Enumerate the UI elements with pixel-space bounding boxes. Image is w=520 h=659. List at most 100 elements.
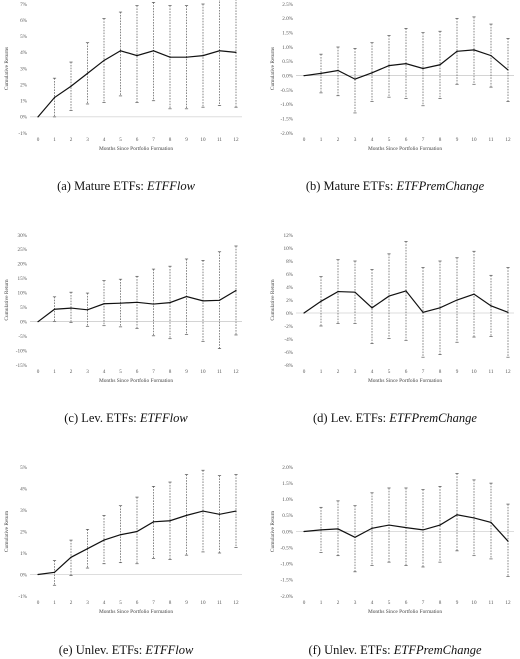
data-point <box>422 529 424 531</box>
x-tick-label: 6 <box>405 600 408 606</box>
data-point <box>53 571 56 573</box>
x-tick-label: 3 <box>86 137 89 143</box>
data-point <box>37 573 39 576</box>
data-point <box>303 75 305 77</box>
panel-caption: (e) Unlev. ETFs: ETFFlow <box>59 643 194 657</box>
y-tick-label: 1% <box>20 551 28 557</box>
x-tick-label: 6 <box>136 600 139 606</box>
y-tick-label: 2% <box>20 82 28 88</box>
x-tick-label: 8 <box>169 369 172 375</box>
y-tick-label: 0.0% <box>282 529 293 535</box>
data-point <box>119 302 122 304</box>
x-tick-label: 1 <box>53 137 56 143</box>
x-tick-label: 7 <box>152 137 155 143</box>
y-tick-label: -1.5% <box>280 578 293 584</box>
x-tick-label: 4 <box>371 369 374 375</box>
x-tick-label: 9 <box>185 600 188 606</box>
data-point <box>337 290 339 293</box>
data-point <box>439 307 441 309</box>
y-tick-label: 2.0% <box>282 16 293 22</box>
y-axis-label: Cumulative Return <box>4 279 10 320</box>
y-tick-label: 0% <box>20 572 28 578</box>
y-tick-label: 1% <box>20 99 28 105</box>
data-point <box>136 301 138 303</box>
caption-variable: ETFPremChange <box>393 643 482 657</box>
data-point <box>371 307 373 309</box>
data-point <box>371 527 373 529</box>
y-tick-label: -8% <box>284 363 293 369</box>
chart-panel-2: -2.0% -1.5% -1.0% -0.5% 0.0% 0.5% 1.0% 1.5% 2.0%… <box>270 2 514 193</box>
x-tick-label: 7 <box>422 137 425 143</box>
x-tick-label: 4 <box>103 369 106 375</box>
data-point <box>103 539 105 541</box>
x-tick-label: 2 <box>337 600 340 606</box>
data-point <box>439 64 441 66</box>
x-tick-label: 6 <box>405 369 408 375</box>
data-point <box>507 540 509 542</box>
data-point <box>405 527 407 529</box>
y-tick-label: -0.5% <box>280 88 293 94</box>
data-point <box>490 521 492 524</box>
y-tick-label: 5% <box>20 305 28 311</box>
y-tick-label: 2.5% <box>282 2 293 8</box>
y-tick-label: -2% <box>284 324 293 330</box>
x-tick-label: 2 <box>70 369 73 375</box>
x-tick-label: 2 <box>70 600 73 606</box>
x-tick-label: 10 <box>471 137 477 143</box>
x-tick-label: 0 <box>37 369 40 375</box>
y-tick-label: 2% <box>286 298 294 304</box>
caption-variable: ETFPremChange <box>395 179 484 193</box>
x-tick-label: 8 <box>439 137 442 143</box>
y-tick-label: 7% <box>20 2 28 8</box>
data-point <box>218 50 221 52</box>
y-tick-label: 6% <box>20 18 28 24</box>
data-point <box>218 299 221 301</box>
data-point <box>473 293 475 295</box>
data-point <box>405 63 407 65</box>
y-tick-label: -6% <box>284 350 293 356</box>
y-tick-label: 5% <box>20 465 28 471</box>
x-tick-label: 9 <box>185 137 188 143</box>
data-point <box>422 311 424 313</box>
y-tick-label: 15% <box>17 276 27 282</box>
x-tick-label: 4 <box>103 137 106 143</box>
data-point <box>388 295 390 297</box>
x-tick-label: 3 <box>86 600 89 606</box>
data-point <box>185 56 188 58</box>
x-tick-label: 9 <box>456 369 459 375</box>
y-tick-label: 1.0% <box>282 45 293 51</box>
y-tick-label: 5% <box>20 34 28 40</box>
data-point <box>86 309 89 311</box>
x-tick-label: 9 <box>456 600 459 606</box>
data-point <box>218 513 221 515</box>
data-point <box>202 510 204 512</box>
y-tick-label: -1.0% <box>280 102 293 108</box>
y-tick-label: 25% <box>17 247 27 253</box>
data-point <box>86 72 89 74</box>
data-point <box>185 514 188 516</box>
x-tick-label: 0 <box>37 600 40 606</box>
y-tick-label: 2% <box>20 529 28 535</box>
x-tick-label: 3 <box>86 369 89 375</box>
panel-caption: (d) Lev. ETFs: ETFPremChange <box>313 411 477 425</box>
x-axis-label: Months Since Portfolio Formation <box>99 145 173 152</box>
data-point <box>507 69 509 71</box>
caption-label: (b) Mature ETFs: <box>306 179 397 193</box>
data-point <box>70 307 72 309</box>
data-point <box>136 55 138 57</box>
x-tick-label: 1 <box>320 600 323 606</box>
x-tick-label: 11 <box>489 369 494 375</box>
x-tick-label: 12 <box>505 137 511 143</box>
data-point <box>507 311 509 313</box>
y-tick-label: 0% <box>20 319 28 325</box>
x-axis-label: Months Since Portfolio Formation <box>368 145 442 152</box>
x-tick-label: 1 <box>320 137 323 143</box>
y-tick-label: 10% <box>17 291 27 297</box>
y-axis-label: Cumulative Return <box>270 511 276 552</box>
x-tick-label: 10 <box>200 600 206 606</box>
data-point <box>152 521 155 523</box>
x-tick-label: 11 <box>489 137 494 143</box>
x-tick-label: 9 <box>456 137 459 143</box>
